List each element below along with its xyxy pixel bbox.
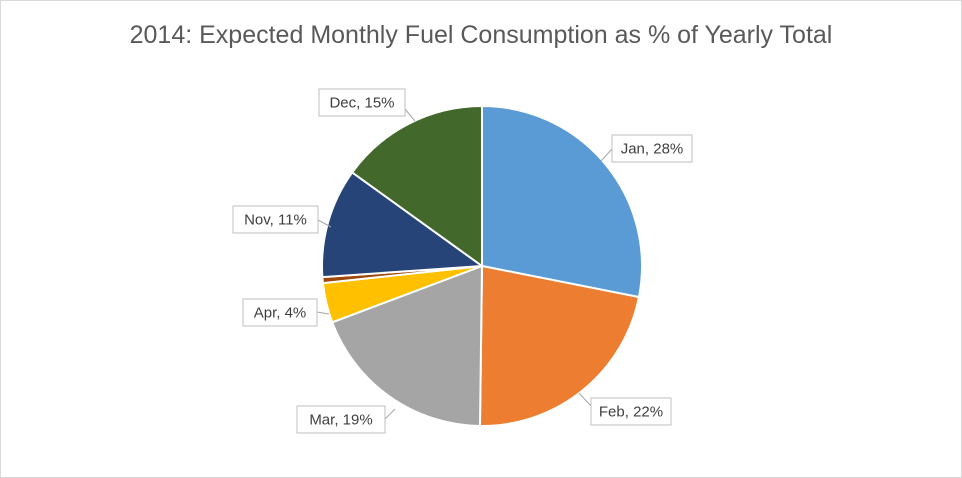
leader-line-apr — [316, 311, 330, 315]
data-label-box — [590, 397, 672, 426]
pie-slice-dec — [351, 105, 483, 267]
data-labels: Jan, 28% Feb, 22% Mar, 19% Apr, 4% Nov, 11% D… — [232, 88, 693, 434]
pie-slice-nov — [321, 171, 483, 279]
data-label-box — [611, 134, 693, 163]
data-label-text: Feb, 22% — [599, 404, 663, 421]
data-label-text: Dec, 15% — [329, 95, 394, 112]
data-label-text: Jan, 28% — [621, 141, 684, 158]
leader-line-feb — [578, 392, 592, 407]
leader-lines — [316, 108, 613, 420]
data-label-apr: Apr, 4% — [242, 298, 318, 327]
data-label-jan: Jan, 28% — [611, 134, 693, 163]
pie-slice-mar — [331, 265, 483, 427]
data-label-text: Apr, 4% — [254, 305, 307, 322]
data-label-box — [232, 205, 319, 234]
data-label-dec: Dec, 15% — [318, 88, 406, 117]
pie-slice-feb — [478, 265, 640, 427]
chart-title: 2014: Expected Monthly Fuel Consumption … — [129, 21, 833, 49]
data-label-box — [242, 298, 318, 327]
data-label-nov: Nov, 11% — [232, 205, 319, 234]
pie-slice-jan — [481, 105, 643, 299]
data-label-box — [296, 405, 386, 434]
data-label-text: Mar, 19% — [309, 412, 372, 429]
data-label-mar: Mar, 19% — [296, 405, 386, 434]
leader-line-nov — [317, 219, 332, 228]
data-label-feb: Feb, 22% — [590, 397, 672, 426]
pie-slices — [321, 105, 643, 427]
leader-line-mar — [384, 408, 396, 420]
leader-line-dec — [404, 108, 416, 122]
data-label-box — [318, 88, 406, 117]
data-label-text: Nov, 11% — [244, 212, 307, 229]
leader-line-jan — [600, 148, 613, 162]
